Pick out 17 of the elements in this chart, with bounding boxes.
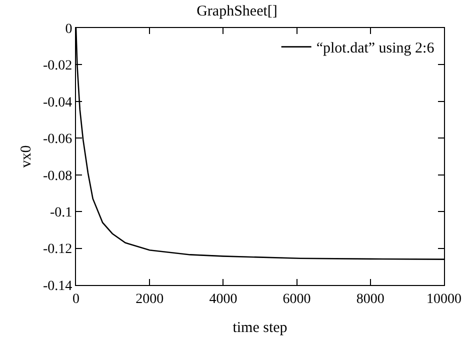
y-tick-label: -0.1: [50, 205, 72, 220]
y-tick-label: -0.04: [43, 95, 72, 110]
x-axis-title: time step: [232, 320, 288, 336]
y-tick-label: -0.06: [43, 132, 72, 148]
x-tick-label: 8000: [356, 292, 384, 307]
legend-label: “plot.dat” using 2:6: [316, 40, 435, 57]
y-tick-label: -0.12: [43, 242, 72, 258]
x-tick-label: 10000: [426, 292, 462, 307]
y-axis-title: vx0: [18, 145, 34, 168]
y-tick-label: -0.14: [43, 278, 72, 294]
x-tick-label: 4000: [209, 292, 238, 307]
y-tick-label: 0: [65, 22, 72, 37]
y-tick-label: -0.02: [43, 58, 72, 74]
chart-title: GraphSheet[]: [196, 4, 278, 20]
y-tick-label: -0.08: [43, 168, 72, 184]
x-tick-label: 2000: [136, 292, 164, 307]
x-tick-label: 6000: [282, 292, 311, 307]
